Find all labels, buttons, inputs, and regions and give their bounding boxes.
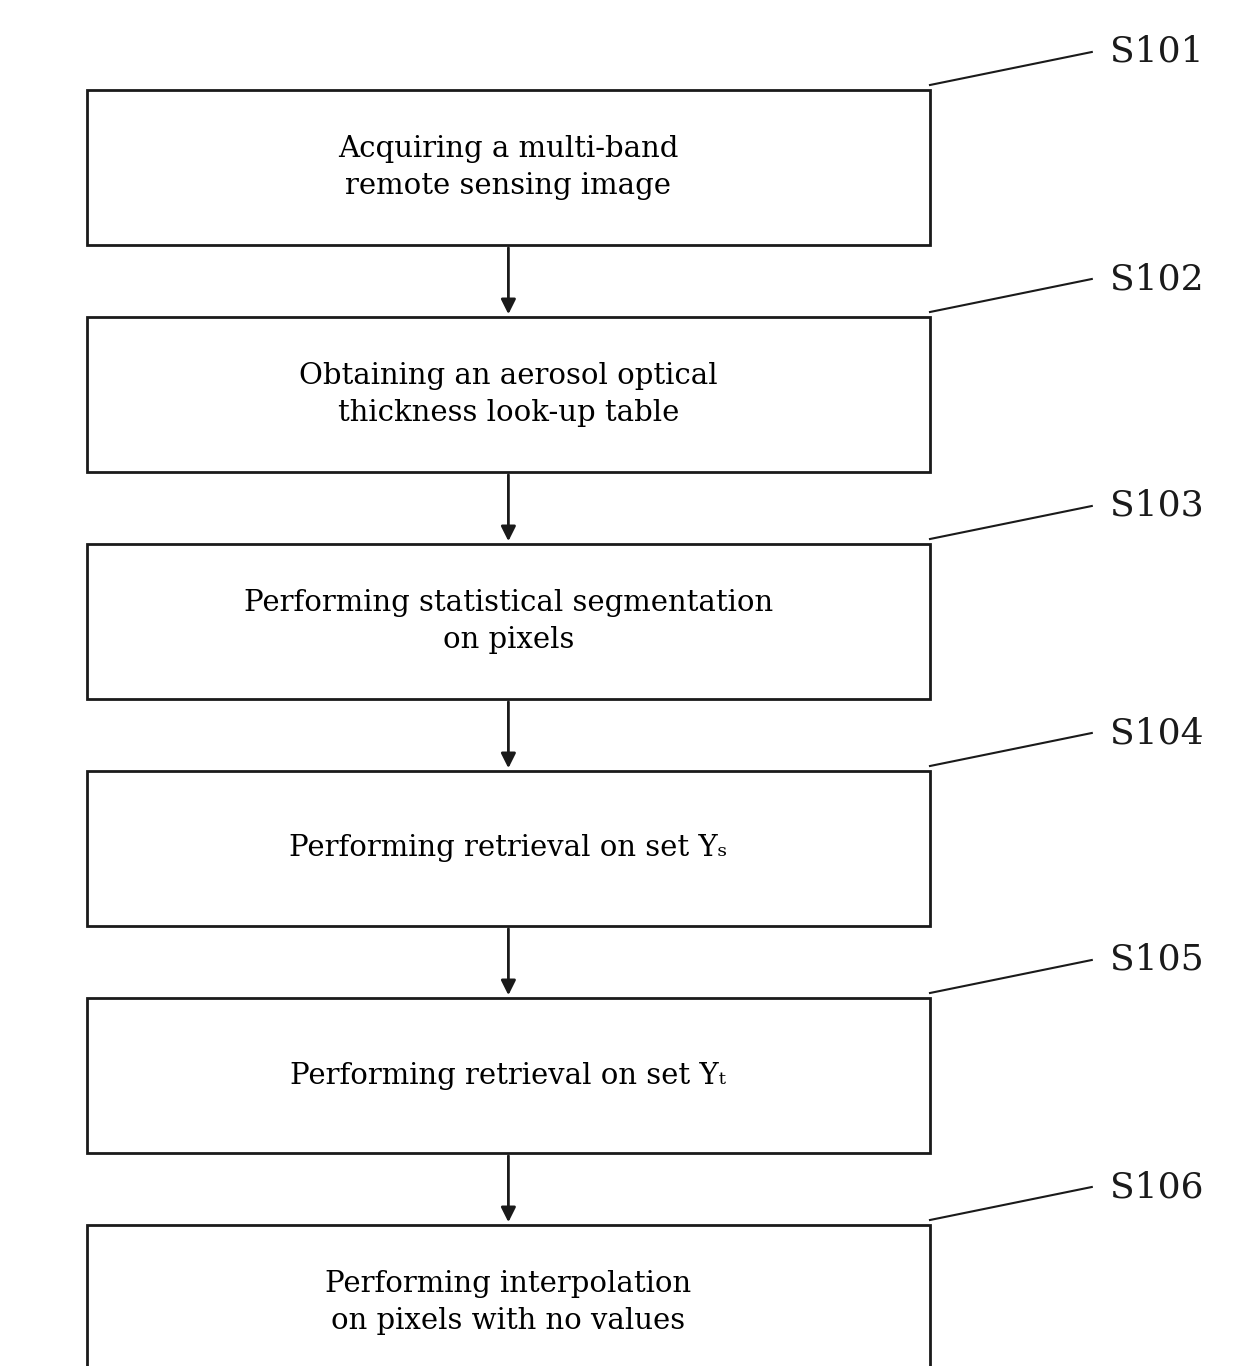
Bar — [87, 90, 930, 245]
Bar — [87, 770, 930, 926]
Text: S104: S104 — [1110, 716, 1204, 750]
Bar — [87, 1225, 930, 1366]
Bar — [87, 544, 930, 699]
Text: Performing retrieval on set Yₛ: Performing retrieval on set Yₛ — [289, 835, 728, 862]
Text: S102: S102 — [1110, 262, 1204, 296]
Text: Performing interpolation
on pixels with no values: Performing interpolation on pixels with … — [325, 1270, 692, 1335]
Bar — [87, 317, 930, 473]
Text: S105: S105 — [1110, 943, 1204, 977]
Text: Acquiring a multi-band
remote sensing image: Acquiring a multi-band remote sensing im… — [339, 135, 678, 199]
Bar — [87, 999, 930, 1153]
Text: S106: S106 — [1110, 1171, 1203, 1203]
Text: Performing statistical segmentation
on pixels: Performing statistical segmentation on p… — [244, 589, 773, 654]
Text: S103: S103 — [1110, 489, 1204, 523]
Text: Performing retrieval on set Yₜ: Performing retrieval on set Yₜ — [290, 1061, 727, 1090]
Text: Obtaining an aerosol optical
thickness look-up table: Obtaining an aerosol optical thickness l… — [299, 362, 718, 428]
Text: S101: S101 — [1110, 36, 1204, 70]
